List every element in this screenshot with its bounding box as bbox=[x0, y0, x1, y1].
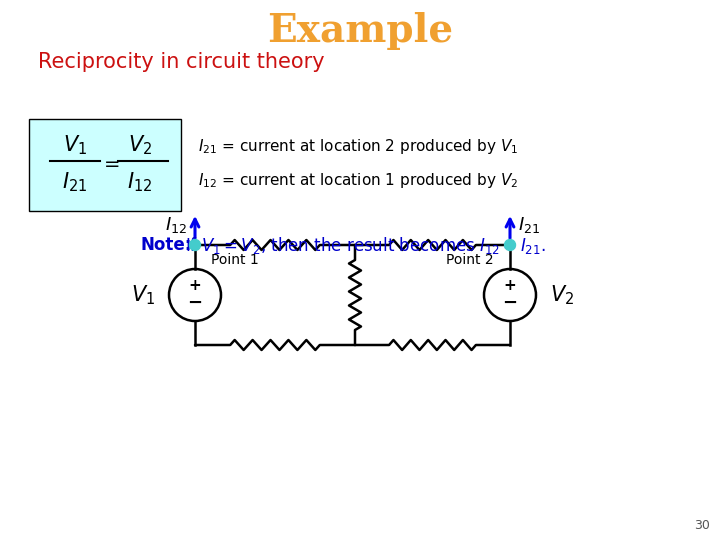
Text: Point 1: Point 1 bbox=[211, 253, 258, 267]
Text: +: + bbox=[189, 279, 202, 294]
FancyBboxPatch shape bbox=[29, 119, 181, 211]
Text: If $V_1 = V_2$, then the result becomes $I_{12} = I_{21}$.: If $V_1 = V_2$, then the result becomes … bbox=[185, 234, 546, 255]
Text: Example: Example bbox=[267, 12, 453, 50]
Text: −: − bbox=[503, 294, 518, 312]
Text: $V_1$: $V_1$ bbox=[131, 283, 155, 307]
Text: $V_2$: $V_2$ bbox=[550, 283, 574, 307]
Text: +: + bbox=[503, 279, 516, 294]
Text: 30: 30 bbox=[694, 519, 710, 532]
Text: $V_1$: $V_1$ bbox=[63, 133, 87, 157]
Text: $I_{12}$ = current at location 1 produced by $V_2$: $I_{12}$ = current at location 1 produce… bbox=[198, 172, 518, 191]
Text: $I_{12}$: $I_{12}$ bbox=[127, 170, 153, 194]
Text: Note:: Note: bbox=[140, 236, 192, 254]
Text: $V_2$: $V_2$ bbox=[128, 133, 152, 157]
Circle shape bbox=[189, 240, 200, 251]
Text: $I_{21}$: $I_{21}$ bbox=[518, 215, 540, 235]
Text: −: − bbox=[187, 294, 202, 312]
Text: Reciprocity in circuit theory: Reciprocity in circuit theory bbox=[38, 52, 325, 72]
Text: $=$: $=$ bbox=[100, 154, 120, 172]
Circle shape bbox=[505, 240, 516, 251]
Text: $I_{12}$: $I_{12}$ bbox=[165, 215, 187, 235]
Text: Point 2: Point 2 bbox=[446, 253, 494, 267]
Text: $I_{21}$ = current at location 2 produced by $V_1$: $I_{21}$ = current at location 2 produce… bbox=[198, 138, 518, 157]
Text: $I_{21}$: $I_{21}$ bbox=[63, 170, 88, 194]
